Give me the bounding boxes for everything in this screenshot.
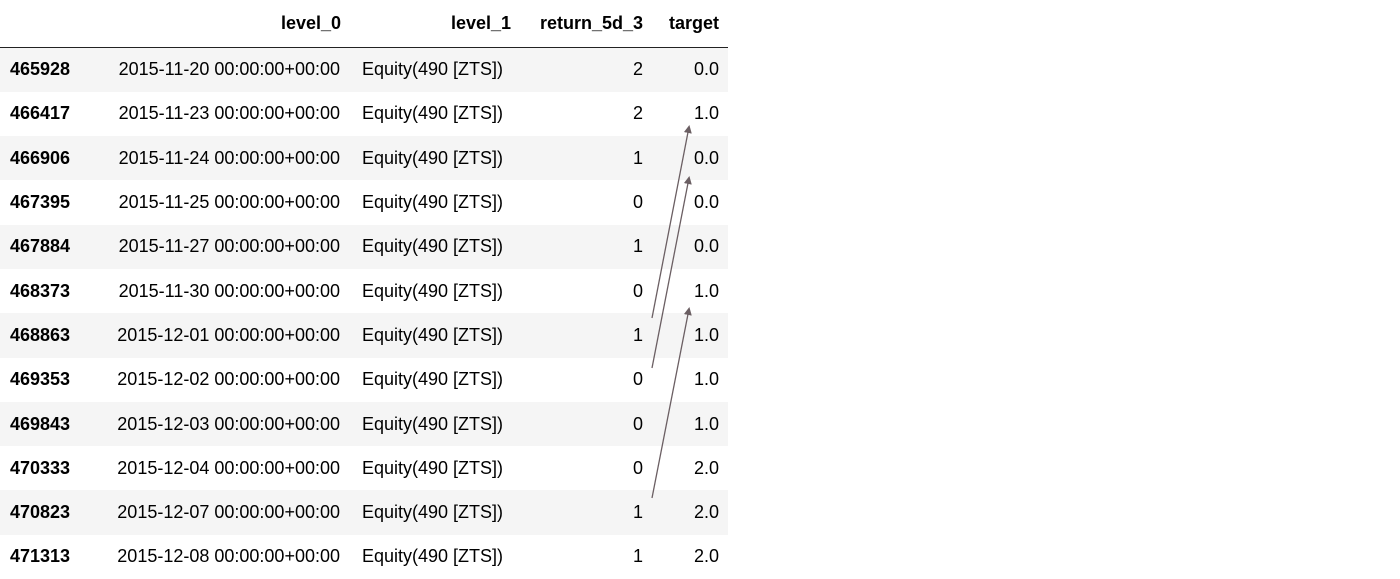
cell-return-5d-3: 2 — [520, 48, 652, 92]
cell-target: 1.0 — [652, 313, 728, 357]
table-row: 467395 2015-11-25 00:00:00+00:00 Equity(… — [0, 180, 728, 224]
row-index: 470823 — [0, 490, 85, 534]
row-index: 467884 — [0, 225, 85, 269]
table-row: 469353 2015-12-02 00:00:00+00:00 Equity(… — [0, 358, 728, 402]
cell-level-0: 2015-11-30 00:00:00+00:00 — [85, 269, 350, 313]
table-header: level_0 level_1 return_5d_3 target — [0, 0, 728, 48]
cell-target: 1.0 — [652, 269, 728, 313]
cell-level-1: Equity(490 [ZTS]) — [350, 136, 520, 180]
cell-level-1: Equity(490 [ZTS]) — [350, 269, 520, 313]
table-row: 470823 2015-12-07 00:00:00+00:00 Equity(… — [0, 490, 728, 534]
cell-level-0: 2015-11-20 00:00:00+00:00 — [85, 48, 350, 92]
cell-target: 2.0 — [652, 535, 728, 579]
row-index: 470333 — [0, 446, 85, 490]
cell-level-0: 2015-12-02 00:00:00+00:00 — [85, 358, 350, 402]
cell-level-0: 2015-12-03 00:00:00+00:00 — [85, 402, 350, 446]
cell-level-1: Equity(490 [ZTS]) — [350, 313, 520, 357]
cell-return-5d-3: 0 — [520, 269, 652, 313]
table-row: 467884 2015-11-27 00:00:00+00:00 Equity(… — [0, 225, 728, 269]
table-row: 468373 2015-11-30 00:00:00+00:00 Equity(… — [0, 269, 728, 313]
row-index: 465928 — [0, 48, 85, 92]
cell-level-0: 2015-11-23 00:00:00+00:00 — [85, 92, 350, 136]
header-row: level_0 level_1 return_5d_3 target — [0, 0, 728, 48]
cell-level-0: 2015-12-08 00:00:00+00:00 — [85, 535, 350, 579]
table-body: 465928 2015-11-20 00:00:00+00:00 Equity(… — [0, 48, 728, 579]
row-index: 467395 — [0, 180, 85, 224]
column-header-level-0: level_0 — [85, 0, 350, 48]
cell-level-1: Equity(490 [ZTS]) — [350, 490, 520, 534]
table-row: 471313 2015-12-08 00:00:00+00:00 Equity(… — [0, 535, 728, 579]
cell-target: 1.0 — [652, 358, 728, 402]
cell-return-5d-3: 1 — [520, 490, 652, 534]
cell-return-5d-3: 1 — [520, 313, 652, 357]
column-header-index — [0, 0, 85, 48]
cell-return-5d-3: 1 — [520, 225, 652, 269]
column-header-return-5d-3: return_5d_3 — [520, 0, 652, 48]
cell-level-0: 2015-11-25 00:00:00+00:00 — [85, 180, 350, 224]
cell-target: 2.0 — [652, 490, 728, 534]
cell-level-1: Equity(490 [ZTS]) — [350, 225, 520, 269]
cell-level-0: 2015-12-01 00:00:00+00:00 — [85, 313, 350, 357]
cell-level-0: 2015-11-24 00:00:00+00:00 — [85, 136, 350, 180]
cell-target: 0.0 — [652, 136, 728, 180]
table-row: 466906 2015-11-24 00:00:00+00:00 Equity(… — [0, 136, 728, 180]
cell-target: 0.0 — [652, 225, 728, 269]
cell-target: 1.0 — [652, 402, 728, 446]
table-row: 468863 2015-12-01 00:00:00+00:00 Equity(… — [0, 313, 728, 357]
dataframe-output: level_0 level_1 return_5d_3 target 46592… — [0, 0, 728, 579]
cell-target: 2.0 — [652, 446, 728, 490]
row-index: 468863 — [0, 313, 85, 357]
table-row: 469843 2015-12-03 00:00:00+00:00 Equity(… — [0, 402, 728, 446]
cell-target: 1.0 — [652, 92, 728, 136]
row-index: 471313 — [0, 535, 85, 579]
cell-return-5d-3: 1 — [520, 535, 652, 579]
row-index: 466417 — [0, 92, 85, 136]
dataframe-table: level_0 level_1 return_5d_3 target 46592… — [0, 0, 728, 579]
row-index: 469843 — [0, 402, 85, 446]
cell-return-5d-3: 0 — [520, 358, 652, 402]
cell-level-1: Equity(490 [ZTS]) — [350, 535, 520, 579]
table-row: 466417 2015-11-23 00:00:00+00:00 Equity(… — [0, 92, 728, 136]
cell-level-1: Equity(490 [ZTS]) — [350, 358, 520, 402]
cell-level-0: 2015-12-07 00:00:00+00:00 — [85, 490, 350, 534]
column-header-level-1: level_1 — [350, 0, 520, 48]
row-index: 469353 — [0, 358, 85, 402]
cell-return-5d-3: 2 — [520, 92, 652, 136]
cell-level-1: Equity(490 [ZTS]) — [350, 180, 520, 224]
cell-return-5d-3: 0 — [520, 402, 652, 446]
table-row: 470333 2015-12-04 00:00:00+00:00 Equity(… — [0, 446, 728, 490]
cell-level-1: Equity(490 [ZTS]) — [350, 402, 520, 446]
cell-return-5d-3: 0 — [520, 180, 652, 224]
cell-level-1: Equity(490 [ZTS]) — [350, 48, 520, 92]
cell-return-5d-3: 0 — [520, 446, 652, 490]
cell-level-1: Equity(490 [ZTS]) — [350, 446, 520, 490]
row-index: 468373 — [0, 269, 85, 313]
table-row: 465928 2015-11-20 00:00:00+00:00 Equity(… — [0, 48, 728, 92]
cell-level-1: Equity(490 [ZTS]) — [350, 92, 520, 136]
cell-level-0: 2015-11-27 00:00:00+00:00 — [85, 225, 350, 269]
cell-level-0: 2015-12-04 00:00:00+00:00 — [85, 446, 350, 490]
cell-target: 0.0 — [652, 48, 728, 92]
cell-return-5d-3: 1 — [520, 136, 652, 180]
row-index: 466906 — [0, 136, 85, 180]
cell-target: 0.0 — [652, 180, 728, 224]
column-header-target: target — [652, 0, 728, 48]
